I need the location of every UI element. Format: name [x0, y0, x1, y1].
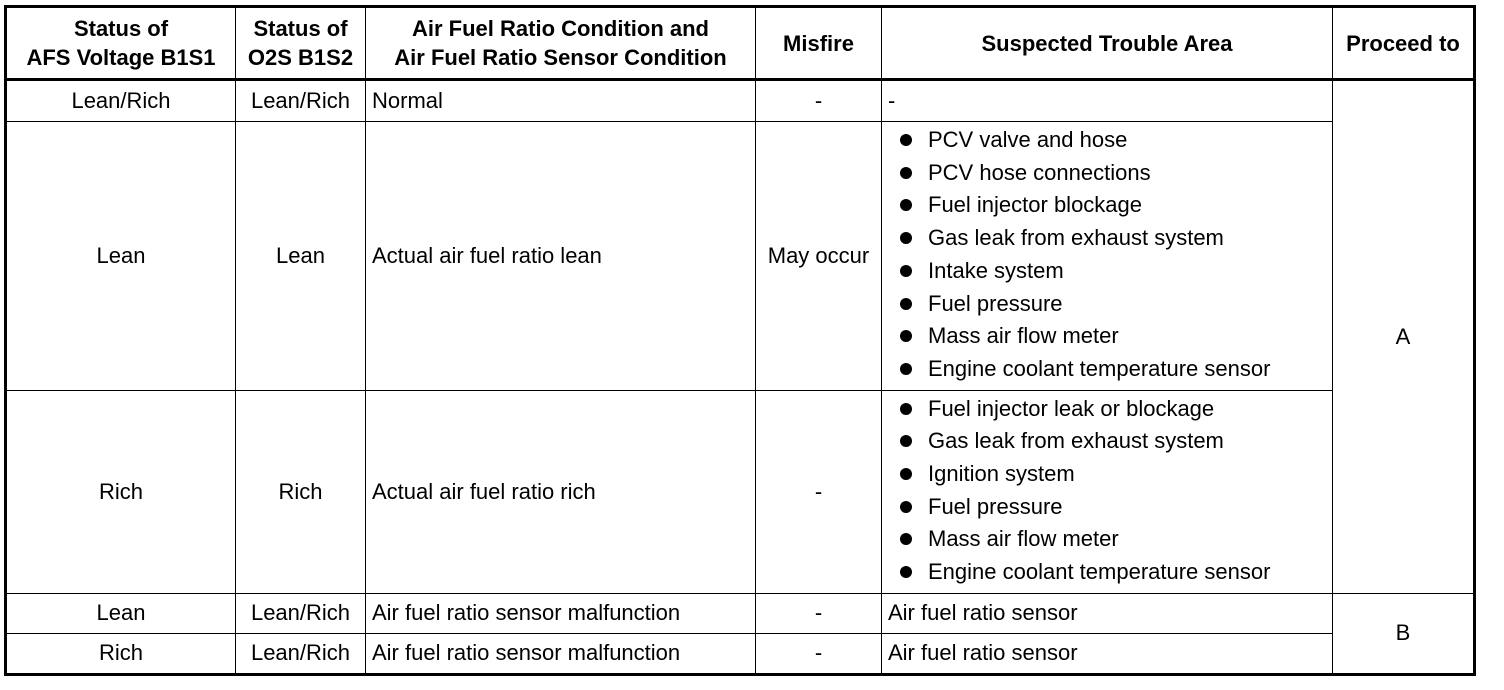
- list-item: Fuel injector blockage: [883, 189, 1332, 222]
- header-misfire: Misfire: [755, 6, 882, 81]
- cell-o2s: Lean/Rich: [235, 592, 366, 634]
- cell-misfire: -: [755, 632, 882, 675]
- list-item-label: Fuel pressure: [928, 290, 1063, 316]
- list-item: Mass air flow meter: [883, 523, 1332, 556]
- bullet-icon: [900, 134, 912, 146]
- list-item: PCV valve and hose: [883, 124, 1332, 157]
- cell-trouble-area: PCV valve and hose PCV hose connections …: [881, 121, 1333, 391]
- header-afs-line1: Status of: [73, 16, 169, 41]
- trouble-list: PCV valve and hose PCV hose connections …: [883, 122, 1332, 389]
- list-item: Ignition system: [883, 458, 1332, 491]
- cell-condition: Normal: [365, 79, 756, 122]
- cell-misfire: May occur: [755, 121, 882, 391]
- header-o2s-line1: Status of: [253, 16, 348, 41]
- list-item-label: Fuel injector leak or blockage: [928, 395, 1215, 421]
- header-afs-line2: AFS Voltage B1S1: [26, 45, 216, 70]
- cell-trouble-area: Air fuel ratio sensor: [881, 592, 1333, 634]
- diagnosis-table: Status of AFS Voltage B1S1 Status of O2S…: [4, 5, 1476, 676]
- cell-trouble-area: Fuel injector leak or blockage Gas leak …: [881, 389, 1333, 594]
- trouble-list: Fuel injector leak or blockage Gas leak …: [883, 391, 1332, 592]
- bullet-icon: [900, 166, 912, 179]
- bullet-icon: [900, 402, 912, 415]
- bullet-icon: [900, 264, 912, 277]
- list-item: Intake system: [883, 255, 1332, 288]
- cell-afs: Lean: [5, 121, 236, 391]
- cell-misfire: -: [755, 79, 882, 122]
- header-proceed-to: Proceed to: [1332, 6, 1475, 81]
- cell-trouble-area: -: [881, 79, 1333, 122]
- table-row: Lean/Rich Lean/Rich Normal - - A: [5, 79, 1475, 594]
- bullet-icon: [900, 199, 912, 212]
- list-item: Gas leak from exhaust system: [883, 222, 1332, 255]
- bullet-icon: [900, 435, 912, 448]
- list-item-label: Ignition system: [928, 461, 1075, 487]
- list-item-label: Mass air flow meter: [928, 323, 1119, 349]
- cell-o2s: Lean/Rich: [235, 632, 366, 675]
- list-item: Fuel pressure: [883, 288, 1332, 321]
- table-row: Rich Rich Actual air fuel ratio rich - F…: [5, 389, 1475, 594]
- list-item: Gas leak from exhaust system: [883, 425, 1332, 458]
- cell-misfire: -: [755, 592, 882, 634]
- list-item-label: Engine coolant temperature sensor: [928, 559, 1271, 585]
- bullet-icon: [900, 330, 912, 343]
- header-afs-voltage: Status of AFS Voltage B1S1: [5, 6, 236, 81]
- cell-o2s: Rich: [235, 389, 366, 594]
- cell-condition: Actual air fuel ratio lean: [365, 121, 756, 391]
- bullet-icon: [900, 566, 912, 579]
- cell-proceed-a: A: [1332, 79, 1475, 594]
- list-item-label: Fuel pressure: [928, 493, 1063, 519]
- cell-afs: Rich: [5, 389, 236, 594]
- cell-condition: Actual air fuel ratio rich: [365, 389, 756, 594]
- cell-o2s: Lean: [235, 121, 366, 391]
- cell-trouble-area: Air fuel ratio sensor: [881, 632, 1333, 675]
- list-item-label: Engine coolant temperature sensor: [928, 355, 1271, 381]
- header-o2s-line2: O2S B1S2: [247, 45, 354, 70]
- list-item: Engine coolant temperature sensor: [883, 353, 1332, 386]
- cell-proceed-b: B: [1332, 592, 1475, 675]
- table-row: Rich Lean/Rich Air fuel ratio sensor mal…: [5, 632, 1475, 675]
- table-row: Lean Lean/Rich Air fuel ratio sensor mal…: [5, 592, 1475, 675]
- cell-misfire: -: [755, 389, 882, 594]
- bullet-icon: [900, 232, 912, 245]
- list-item-label: Fuel injector blockage: [928, 192, 1143, 218]
- cell-afs: Lean/Rich: [5, 79, 236, 122]
- header-condition-line1: Air Fuel Ratio Condition and: [412, 16, 709, 41]
- cell-o2s: Lean/Rich: [235, 79, 366, 122]
- list-item-label: PCV valve and hose: [928, 127, 1128, 152]
- cell-afs: Rich: [5, 632, 236, 675]
- header-row: Status of AFS Voltage B1S1 Status of O2S…: [5, 6, 1475, 81]
- list-item: Engine coolant temperature sensor: [883, 556, 1332, 589]
- list-item: Fuel injector leak or blockage: [883, 393, 1332, 426]
- cell-condition: Air fuel ratio sensor malfunction: [365, 632, 756, 675]
- list-item-label: Gas leak from exhaust system: [928, 428, 1224, 454]
- list-item: Mass air flow meter: [883, 320, 1332, 353]
- list-item-label: Gas leak from exhaust system: [928, 225, 1224, 251]
- bullet-icon: [900, 468, 912, 481]
- list-item: PCV hose connections: [883, 157, 1332, 190]
- list-item-label: PCV hose connections: [928, 159, 1151, 185]
- header-o2s: Status of O2S B1S2: [235, 6, 366, 81]
- bullet-icon: [900, 362, 912, 375]
- header-condition: Air Fuel Ratio Condition and Air Fuel Ra…: [365, 6, 756, 81]
- list-item: Fuel pressure: [883, 491, 1332, 524]
- cell-condition: Air fuel ratio sensor malfunction: [365, 592, 756, 634]
- bullet-icon: [900, 533, 912, 546]
- list-item-label: Mass air flow meter: [928, 526, 1119, 552]
- cell-afs: Lean: [5, 592, 236, 634]
- table-row: Lean Lean Actual air fuel ratio lean May…: [5, 121, 1475, 391]
- header-trouble-area: Suspected Trouble Area: [881, 6, 1333, 81]
- bullet-icon: [900, 500, 912, 513]
- list-item-label: Intake system: [928, 257, 1064, 283]
- bullet-icon: [900, 297, 912, 310]
- header-condition-line2: Air Fuel Ratio Sensor Condition: [394, 45, 727, 70]
